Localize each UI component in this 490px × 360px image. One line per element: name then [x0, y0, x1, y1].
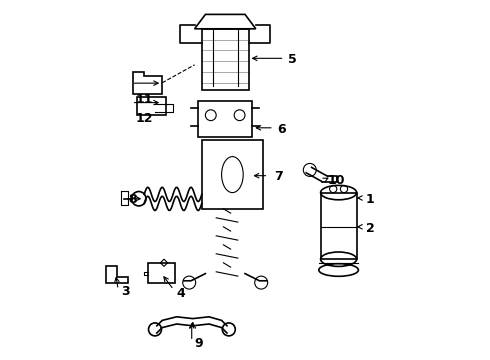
- Bar: [320, 193, 357, 259]
- Text: 8: 8: [128, 193, 137, 206]
- Text: 4: 4: [176, 287, 185, 300]
- Text: 5: 5: [288, 53, 297, 66]
- Bar: [148, 263, 175, 283]
- Text: 10: 10: [328, 174, 345, 186]
- Text: 11: 11: [135, 93, 153, 105]
- Text: 3: 3: [121, 285, 129, 298]
- Text: 12: 12: [135, 112, 153, 125]
- Text: 6: 6: [277, 123, 286, 136]
- Text: 9: 9: [195, 337, 203, 350]
- Text: 1: 1: [366, 193, 374, 206]
- Text: 2: 2: [366, 222, 374, 235]
- Text: 7: 7: [274, 170, 283, 183]
